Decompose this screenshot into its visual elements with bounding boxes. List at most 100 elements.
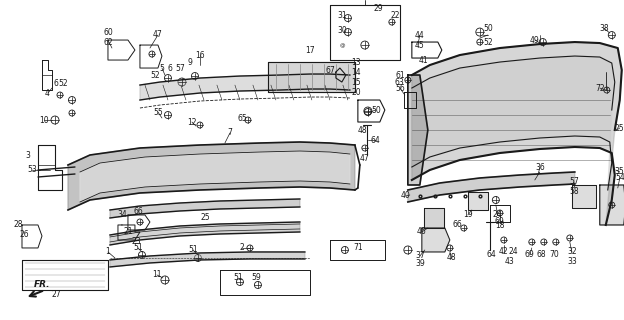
Text: 24: 24 [509,247,519,256]
Text: 50: 50 [483,24,493,33]
Text: 68: 68 [537,251,547,260]
Text: 27: 27 [51,291,61,300]
Text: 16: 16 [195,51,205,60]
Text: 1: 1 [105,247,110,256]
Text: 51: 51 [188,245,198,254]
Text: 64: 64 [487,251,497,260]
Text: 66: 66 [453,220,463,229]
Text: 70: 70 [549,251,558,260]
Text: 11: 11 [152,270,162,279]
Text: 10: 10 [39,116,49,124]
Text: 39: 39 [415,260,425,268]
Text: 59: 59 [251,274,261,283]
Polygon shape [110,222,300,245]
Text: 45: 45 [415,41,425,50]
Text: 32: 32 [567,247,577,256]
Text: 36: 36 [535,164,545,172]
Text: 37: 37 [415,252,425,260]
Polygon shape [422,228,450,252]
Text: 72: 72 [595,84,605,92]
Text: 2: 2 [240,244,244,252]
Text: 14: 14 [351,68,361,76]
Text: 57: 57 [569,178,578,187]
Text: 29: 29 [373,4,383,12]
Text: 35: 35 [615,167,624,177]
Text: 67: 67 [325,66,334,75]
Text: 58: 58 [569,188,578,196]
Polygon shape [140,74,350,100]
Text: 38: 38 [599,24,608,33]
Text: 42: 42 [499,247,509,256]
Polygon shape [424,208,444,228]
Text: 71: 71 [353,244,363,252]
Polygon shape [412,56,615,190]
Text: 53: 53 [27,165,37,174]
Text: 52: 52 [58,78,68,88]
Text: 23: 23 [131,237,141,246]
Text: 48: 48 [358,125,368,134]
Text: 62: 62 [103,37,113,46]
Text: 47: 47 [153,29,163,38]
Text: 51: 51 [133,244,143,252]
Text: 51: 51 [233,274,243,283]
Text: 22: 22 [390,11,399,20]
Text: 17: 17 [305,45,314,54]
Text: 24: 24 [493,211,502,220]
Polygon shape [600,185,624,225]
Text: 54: 54 [615,173,624,182]
Text: 52: 52 [150,70,160,80]
Text: 57: 57 [175,64,185,73]
Text: 64: 64 [371,135,381,145]
Text: 12: 12 [187,117,197,126]
Polygon shape [468,192,488,210]
Text: 25: 25 [200,213,210,222]
Polygon shape [68,142,355,210]
Text: 43: 43 [505,258,515,267]
Polygon shape [80,151,350,202]
Polygon shape [408,75,428,185]
Text: 6: 6 [167,64,172,73]
Text: 61: 61 [395,70,404,80]
Text: 65: 65 [237,114,246,123]
Polygon shape [408,172,575,202]
Text: 6: 6 [54,78,59,88]
Text: @: @ [340,44,346,49]
Text: 63: 63 [395,77,405,86]
Text: 48: 48 [447,253,457,262]
Text: 52: 52 [483,37,492,46]
Text: 26: 26 [19,230,29,239]
Text: 56: 56 [395,84,405,92]
Text: 50: 50 [371,106,381,115]
Text: 15: 15 [351,77,361,86]
Text: 30: 30 [337,26,347,35]
Text: 4: 4 [44,89,49,98]
Text: 20: 20 [351,88,361,97]
Text: 5: 5 [160,64,164,73]
Text: 33: 33 [567,258,577,267]
Text: 18: 18 [495,221,505,230]
Text: 31: 31 [337,11,347,20]
Text: 13: 13 [351,58,361,67]
Text: 28: 28 [13,220,22,229]
Text: 46: 46 [417,228,427,236]
Polygon shape [412,42,622,225]
Text: 40: 40 [401,191,411,201]
Text: 25: 25 [615,124,624,132]
Text: 9: 9 [187,58,192,67]
Text: 49: 49 [530,36,540,44]
Polygon shape [268,62,355,92]
Polygon shape [110,199,300,218]
Text: 41: 41 [419,56,429,65]
Text: 60: 60 [103,28,113,36]
Text: 34: 34 [117,211,127,220]
Text: FR.: FR. [34,280,51,290]
Text: 44: 44 [415,30,425,40]
Text: 47: 47 [360,154,370,163]
Text: 21: 21 [123,228,133,236]
Text: 69: 69 [525,251,535,260]
Text: 66: 66 [133,207,143,217]
Text: 3: 3 [26,150,31,159]
Polygon shape [110,252,305,267]
Text: 19: 19 [463,211,472,220]
Polygon shape [572,185,596,208]
